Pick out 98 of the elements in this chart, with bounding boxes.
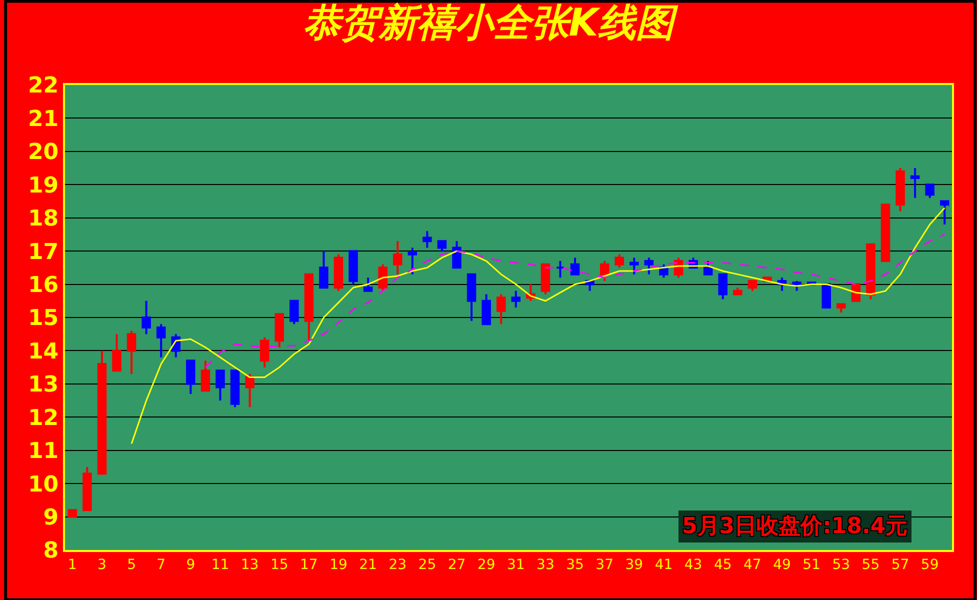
candlestick: [260, 336, 270, 368]
x-tick-label: 43: [684, 556, 702, 573]
x-tick-label: 11: [211, 556, 230, 573]
x-tick-label: 25: [418, 556, 436, 573]
candlestick: [630, 256, 639, 276]
chart-title: 恭贺新禧小全张K线图: [302, 0, 680, 45]
candlestick: [880, 204, 890, 262]
candlestick: [437, 240, 447, 252]
candlestick: [156, 323, 166, 358]
x-tick-label: 45: [714, 556, 732, 573]
candlestick: [200, 360, 210, 392]
candlestick: [408, 246, 418, 276]
candlestick: [186, 360, 196, 395]
candlestick: [822, 283, 831, 309]
candlestick: [896, 167, 905, 212]
y-tick-label: 8: [43, 538, 59, 564]
candlestick: [142, 300, 151, 336]
y-tick-label: 21: [28, 106, 59, 132]
x-tick-label: 35: [566, 556, 584, 573]
y-tick-label: 17: [28, 240, 59, 265]
candlestick: [925, 184, 934, 199]
x-tick-label: 13: [240, 556, 259, 573]
x-tick-label: 17: [300, 556, 318, 573]
annotation: 5月3日收盘价:18.4元: [682, 514, 908, 539]
x-tick-label: 5: [127, 556, 136, 573]
candlestick: [910, 167, 920, 199]
candlestick: [748, 280, 758, 292]
candlestick: [378, 263, 388, 292]
candlestick: [363, 276, 373, 292]
candlestick: [216, 370, 225, 402]
candlestick: [482, 293, 491, 326]
y-tick-label: 11: [28, 439, 59, 464]
y-tick-label: 9: [43, 505, 59, 530]
candlestick: [540, 263, 550, 296]
y-tick-label: 12: [28, 406, 59, 431]
candlestick: [733, 286, 742, 296]
x-tick-label: 57: [891, 556, 910, 573]
y-tick-label: 14: [28, 339, 59, 364]
y-tick-label: 22: [28, 74, 59, 99]
candlestick: [290, 300, 299, 326]
candlestick: [836, 303, 846, 314]
x-tick-label: 53: [832, 556, 850, 573]
candlestick: [245, 372, 254, 408]
x-tick-label: 7: [156, 556, 166, 573]
candlestick: [348, 250, 358, 286]
candlestick: [230, 370, 240, 408]
x-tick-label: 27: [448, 556, 466, 573]
x-tick-label: 47: [744, 556, 762, 573]
y-tick-label: 18: [28, 206, 59, 232]
x-tick-label: 55: [862, 556, 880, 573]
candlestick: [304, 273, 314, 342]
x-tick-label: 23: [388, 556, 407, 573]
y-tick-label: 20: [28, 140, 59, 166]
x-tick-label: 1: [68, 556, 77, 573]
candlestick: [466, 273, 476, 322]
x-tick-label: 59: [920, 556, 939, 573]
candlestick: [940, 200, 950, 226]
y-tick-label: 10: [28, 472, 59, 498]
candlestick: [82, 466, 92, 512]
y-tick-label: 19: [28, 173, 59, 198]
candlestick: [68, 509, 78, 518]
y-tick-label: 16: [28, 272, 59, 298]
x-tick-label: 21: [359, 556, 377, 573]
x-tick-label: 41: [654, 556, 673, 573]
candlestick: [112, 333, 122, 372]
x-tick-label: 29: [477, 556, 496, 573]
x-tick-label: 39: [625, 556, 644, 573]
x-tick-label: 49: [773, 556, 791, 573]
x-tick-label: 33: [536, 556, 554, 573]
candlestick: [614, 253, 624, 269]
candlestick: [97, 350, 107, 475]
y-tick-label: 15: [28, 306, 59, 332]
candlestick: [718, 273, 728, 300]
candlestick: [393, 240, 402, 276]
candlestick: [792, 280, 802, 292]
line-series: [130, 207, 946, 444]
candlestick: [422, 230, 432, 249]
candlestick: [556, 260, 565, 279]
candlestick: [511, 290, 521, 309]
x-tick-label: 15: [270, 556, 288, 573]
x-tick-label: 3: [98, 556, 106, 573]
x-tick-label: 51: [802, 556, 820, 573]
candlestick: [452, 240, 462, 269]
x-tick-label: 19: [330, 556, 348, 573]
candlestick: [644, 256, 654, 276]
candlestick: [126, 330, 136, 375]
line-series: [204, 234, 946, 368]
candlestick: [570, 256, 580, 276]
x-tick-label: 37: [596, 556, 614, 573]
candlestick: [600, 260, 610, 282]
candlestick: [319, 250, 328, 289]
candlestick: [334, 253, 344, 292]
x-tick-label: 9: [186, 556, 196, 573]
candlestick: [496, 293, 506, 326]
candlestick: [274, 313, 284, 348]
y-tick-label: 13: [28, 372, 59, 398]
x-tick-label: 31: [506, 556, 525, 573]
candlestick: [866, 243, 876, 300]
